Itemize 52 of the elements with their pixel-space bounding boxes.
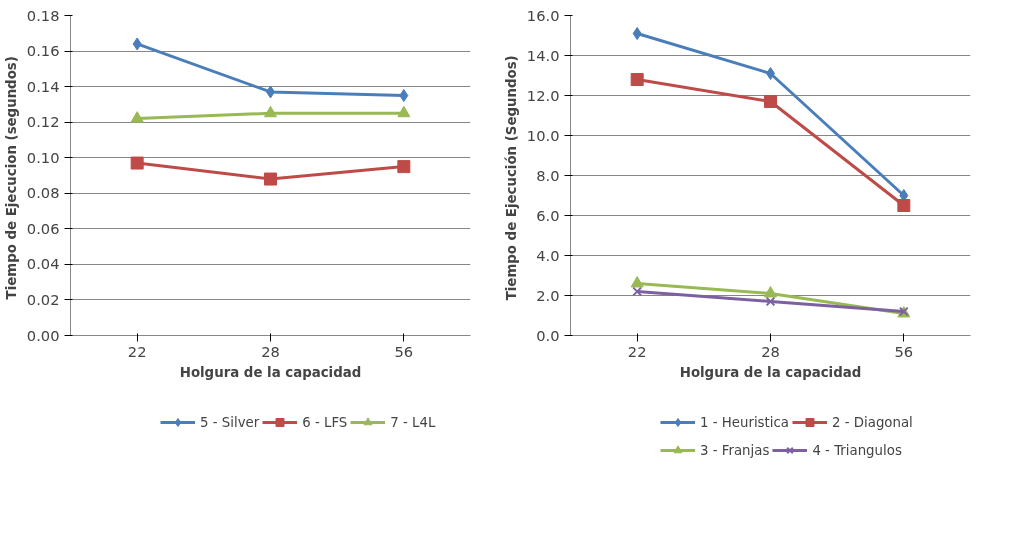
point xyxy=(264,105,277,118)
point xyxy=(264,172,277,186)
point xyxy=(765,296,776,307)
y-tick-label: 0.14 xyxy=(26,77,60,95)
y-tick-label: 0.10 xyxy=(26,148,60,166)
y-tick-label: 0.04 xyxy=(26,255,60,273)
y-tick-label: 12.0 xyxy=(526,86,560,104)
y-tick-label: 14.0 xyxy=(526,46,560,64)
y-tick-label: 0.08 xyxy=(26,184,60,202)
point xyxy=(132,37,142,51)
point xyxy=(130,111,144,123)
point xyxy=(764,95,777,108)
y-tick-label: 6.0 xyxy=(536,206,560,224)
point xyxy=(397,160,411,174)
y-tick-label: 16.0 xyxy=(526,6,560,24)
x-tick-label: 56 xyxy=(394,342,414,360)
legend-label: 7 - L4L xyxy=(390,414,436,430)
point xyxy=(630,276,644,288)
y-tick-label: 8.0 xyxy=(536,166,560,184)
point xyxy=(630,73,644,86)
x-axis-title: Holgura de la capacidad xyxy=(679,364,862,380)
legend-label: 2 - Diagonal xyxy=(831,414,913,430)
point xyxy=(764,286,777,298)
point xyxy=(897,199,911,212)
x-tick-label: 22 xyxy=(127,342,147,360)
x-tick-label: 56 xyxy=(894,342,914,360)
legend-label: 4 - Triangulos xyxy=(812,442,902,458)
point xyxy=(399,89,409,102)
y-tick-label: 0.18 xyxy=(26,6,60,24)
y-axis-title: Tiempo de Ejecucion (segundos) xyxy=(3,56,19,300)
y-tick-label: 0.02 xyxy=(26,290,60,308)
point xyxy=(397,105,411,118)
x-tick-label: 28 xyxy=(261,342,280,360)
point xyxy=(130,156,144,170)
point xyxy=(632,286,643,297)
legend-label: 1 - Heuristica xyxy=(700,414,789,430)
y-tick-label: 0.12 xyxy=(26,113,60,131)
y-tick-label: 0.06 xyxy=(26,219,60,237)
y-tick-label: 0.16 xyxy=(26,42,60,60)
legend-label: 5 - Silver xyxy=(200,414,260,430)
x-tick-label: 28 xyxy=(761,342,780,360)
y-axis-title: Tiempo de Ejecución (Segundos) xyxy=(503,55,519,301)
point xyxy=(632,27,642,40)
y-tick-label: 10.0 xyxy=(526,126,560,144)
y-tick-label: 0.0 xyxy=(536,326,560,344)
y-tick-label: 4.0 xyxy=(536,246,560,264)
y-tick-label: 2.0 xyxy=(536,286,560,304)
y-tick-label: 0.00 xyxy=(26,326,60,344)
legend-label: 6 - LFS xyxy=(302,414,348,430)
x-tick-label: 22 xyxy=(627,342,647,360)
legend-label: 3 - Franjas xyxy=(700,442,770,458)
x-axis-title: Holgura de la capacidad xyxy=(179,364,362,380)
